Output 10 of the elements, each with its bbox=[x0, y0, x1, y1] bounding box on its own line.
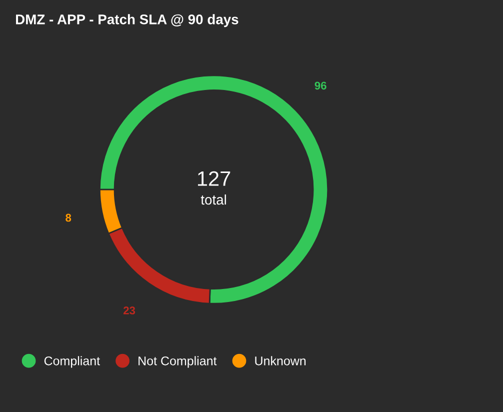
donut-slice bbox=[98, 74, 329, 304]
text: total bbox=[200, 194, 226, 205]
data-label: 8 bbox=[66, 214, 72, 222]
data-label: 96 bbox=[314, 82, 326, 90]
text: 127 bbox=[198, 171, 230, 186]
legend-label: Compliant bbox=[44, 356, 100, 368]
chart-title: DMZ - APP - Patch SLA @ 90 days bbox=[16, 14, 238, 28]
legend-label: Unknown bbox=[255, 356, 306, 366]
data-label: 23 bbox=[123, 306, 136, 314]
legend-label: Not Compliant bbox=[138, 356, 217, 368]
